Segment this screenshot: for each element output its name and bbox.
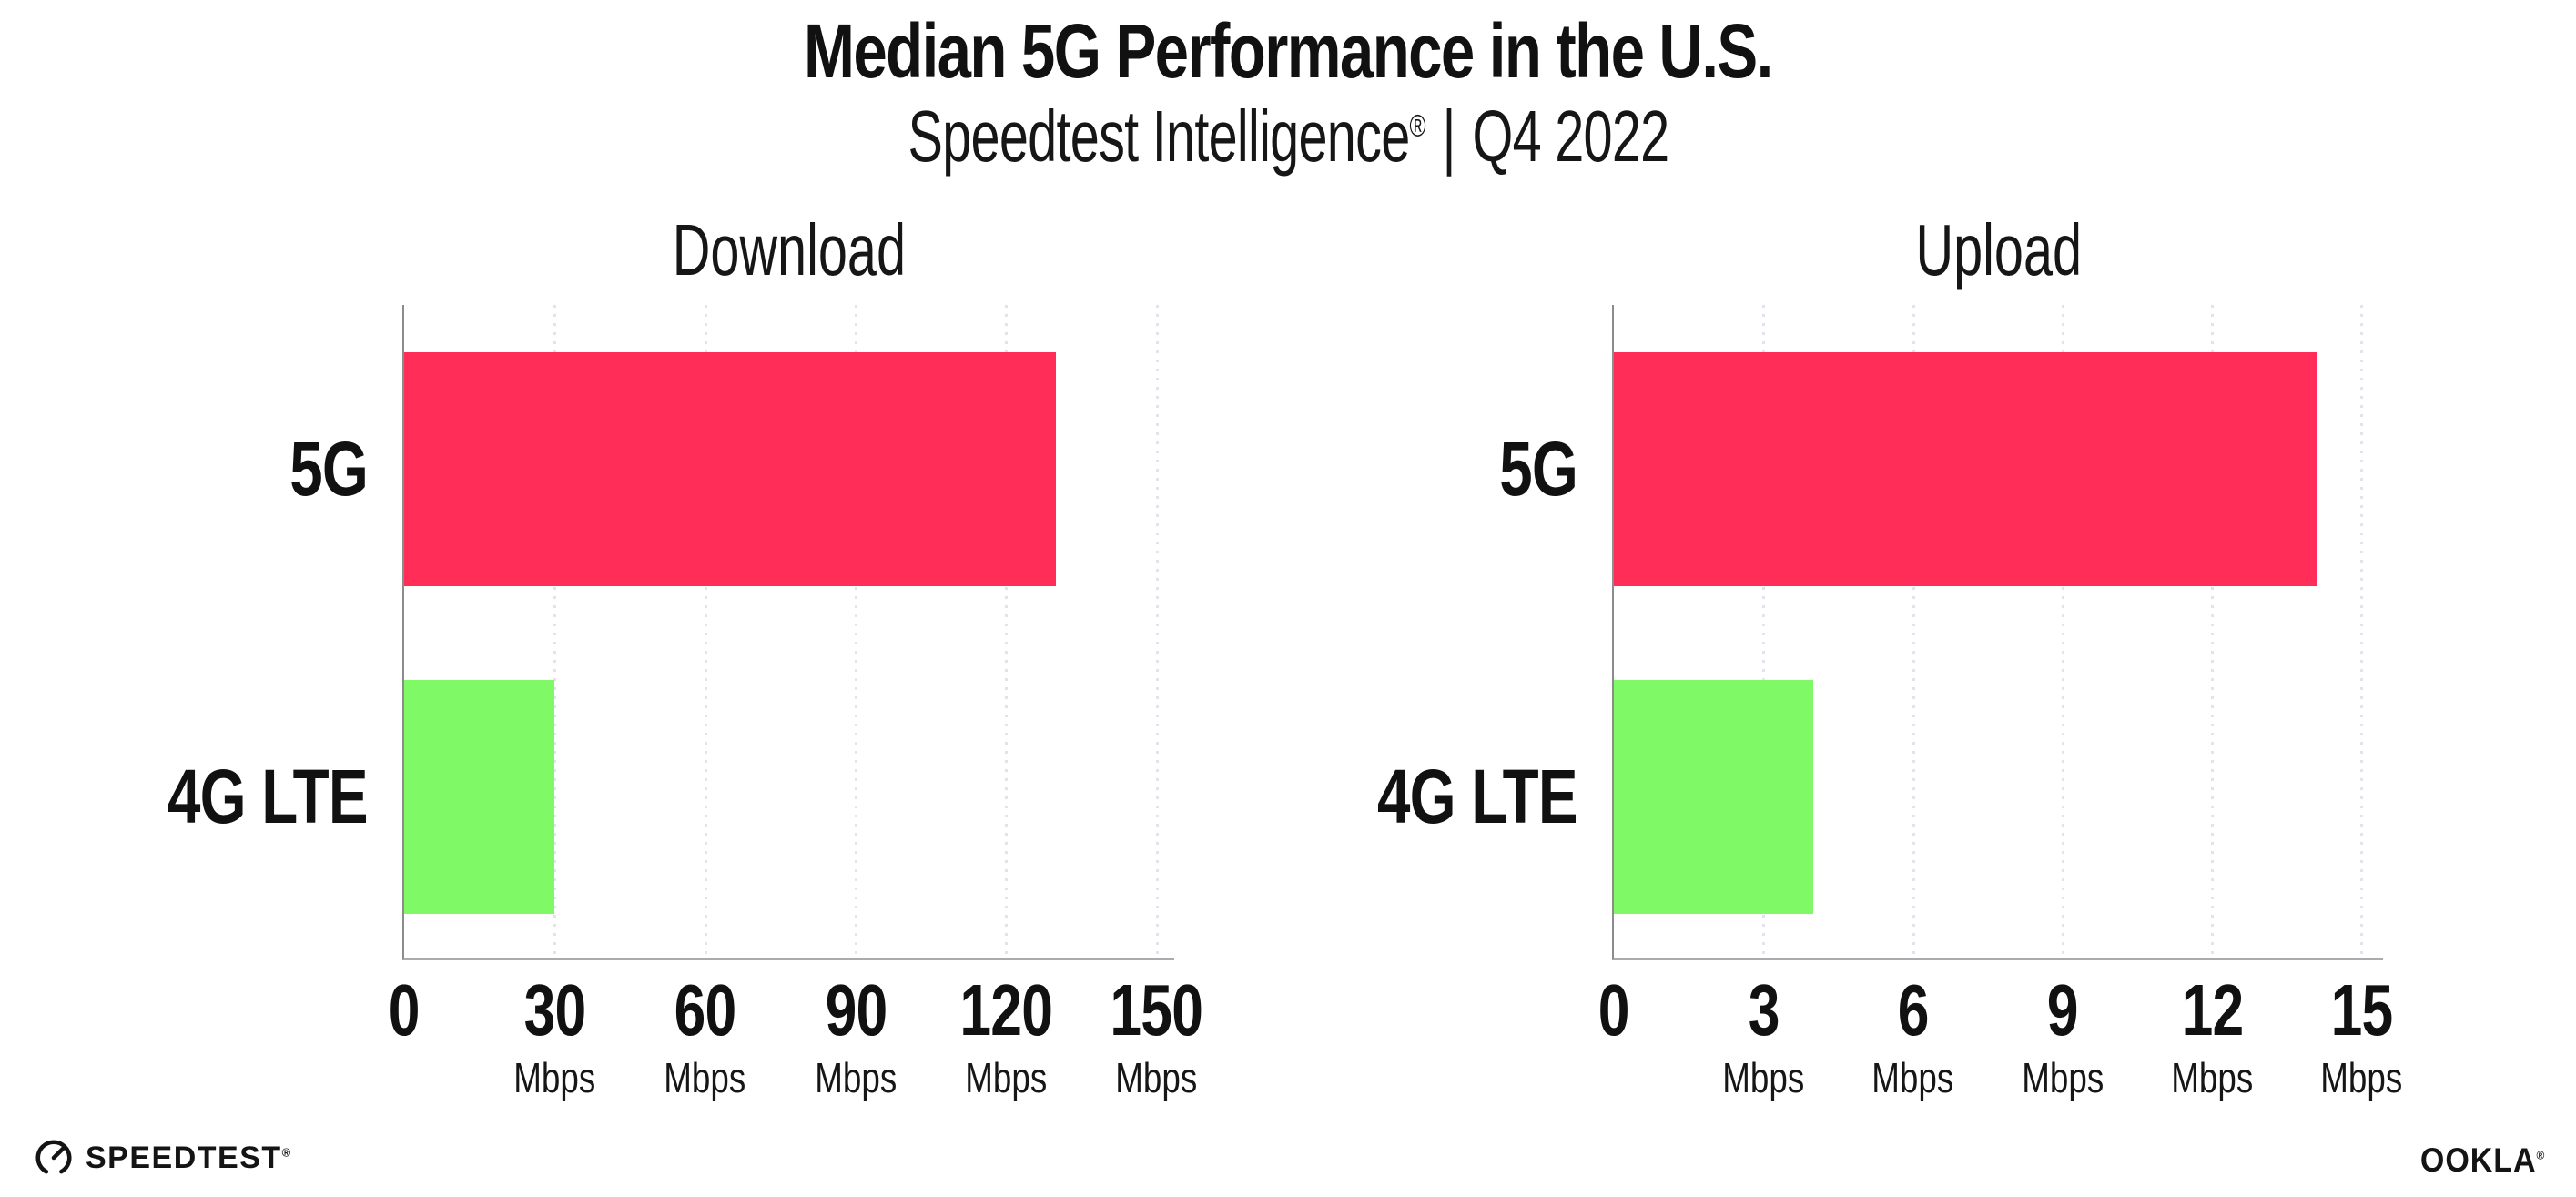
download-xtick-30: 30 Mbps bbox=[445, 969, 664, 1101]
upload-xtick-9: 9 Mbps bbox=[1953, 969, 2172, 1101]
registered-trademark-icon: ® bbox=[1409, 108, 1425, 144]
upload-chart-title: Upload bbox=[1915, 209, 2082, 290]
upload-xtick-value-12: 12 bbox=[2181, 969, 2244, 1050]
speedtest-logo: SPEEDTEST® bbox=[33, 1136, 290, 1180]
upload-xtick-0: 0 bbox=[1505, 972, 1723, 1049]
upload-xtick-value-9: 9 bbox=[2046, 969, 2079, 1050]
speedtest-gauge-icon bbox=[35, 1140, 72, 1176]
download-xtick-unit-90: Mbps bbox=[815, 1054, 898, 1101]
download-category-label-5g: 5G bbox=[289, 426, 369, 512]
download-category-label-4g-lte: 4G LTE bbox=[167, 754, 369, 839]
subtitle-period: Q4 2022 bbox=[1472, 96, 1669, 177]
download-xtick-value-90: 90 bbox=[825, 969, 887, 1050]
speedtest-wordmark: SPEEDTEST® bbox=[86, 1141, 291, 1175]
subtitle-brand: Speedtest Intelligence bbox=[908, 96, 1410, 177]
download-xtick-120: 120 Mbps bbox=[897, 969, 1115, 1101]
upload-xtick-value-3: 3 bbox=[1748, 969, 1780, 1050]
ookla-logo: OOKLA® bbox=[2409, 1143, 2545, 1177]
subtitle-separator: | bbox=[1442, 96, 1455, 177]
download-chart-plot-area: Download 5G 4G LTE 0 30 Mbps 60 Mbps 90 Mbps 120 M… bbox=[167, 214, 1203, 1101]
ookla-wordmark: OOKLA bbox=[2419, 1141, 2537, 1179]
download-gridline-60 bbox=[704, 305, 707, 958]
download-gridline-120 bbox=[1005, 305, 1009, 958]
download-xtick-90: 90 Mbps bbox=[746, 969, 965, 1101]
upload-bar-5g bbox=[1614, 352, 2317, 586]
download-bar-5g bbox=[404, 352, 1057, 586]
upload-gridline-3 bbox=[1762, 305, 1766, 958]
upload-xtick-unit-6: Mbps bbox=[1871, 1054, 1954, 1101]
upload-xtick-12: 12 Mbps bbox=[2103, 969, 2321, 1101]
download-bar-4g-lte bbox=[404, 680, 555, 914]
upload-xtick-3: 3 Mbps bbox=[1654, 969, 1872, 1101]
upload-bar-4g-lte bbox=[1614, 680, 1814, 914]
upload-gridline-15 bbox=[2360, 305, 2364, 958]
page-subtitle-text: Speedtest Intelligence® | Q4 2022 bbox=[908, 95, 1669, 178]
download-gridline-90 bbox=[855, 305, 858, 958]
upload-category-label-5g: 5G bbox=[1499, 426, 1578, 512]
download-gridline-30 bbox=[553, 305, 557, 958]
download-xtick-150: 150 Mbps bbox=[1048, 969, 1266, 1101]
download-xtick-unit-30: Mbps bbox=[513, 1054, 596, 1101]
download-xtick-unit-120: Mbps bbox=[965, 1054, 1048, 1101]
download-xtick-0: 0 bbox=[295, 972, 513, 1049]
download-gridline-150 bbox=[1155, 305, 1159, 958]
download-xtick-value-30: 30 bbox=[523, 969, 586, 1050]
upload-gridline-12 bbox=[2211, 305, 2215, 958]
upload-xtick-unit-15: Mbps bbox=[2320, 1054, 2403, 1101]
upload-xtick-value-15: 15 bbox=[2330, 969, 2394, 1050]
download-xtick-unit-150: Mbps bbox=[1115, 1054, 1198, 1101]
download-xtick-unit-60: Mbps bbox=[664, 1054, 746, 1101]
upload-xtick-unit-3: Mbps bbox=[1722, 1054, 1805, 1101]
download-chart-title: Download bbox=[672, 209, 907, 290]
download-xtick-60: 60 Mbps bbox=[596, 969, 815, 1101]
upload-xtick-15: 15 Mbps bbox=[2252, 969, 2470, 1101]
page-subtitle: Speedtest Intelligence® | Q4 2022 bbox=[0, 95, 2576, 178]
upload-xtick-value-6: 6 bbox=[1897, 969, 1930, 1050]
upload-xtick-value-0: 0 bbox=[1598, 969, 1630, 1050]
upload-chart-plot-area: Upload 5G 4G LTE 0 3 Mbps 6 Mbps 9 Mbps 12 Mbps 15 M… bbox=[1377, 214, 2402, 1101]
page-title-text: Median 5G Performance in the U.S. bbox=[804, 8, 1773, 94]
download-xtick-value-60: 60 bbox=[674, 969, 737, 1050]
ookla-registered-mark: ® bbox=[2536, 1148, 2545, 1162]
upload-xtick-unit-12: Mbps bbox=[2171, 1054, 2254, 1101]
download-xtick-value-150: 150 bbox=[1110, 969, 1204, 1050]
upload-gridline-6 bbox=[1912, 305, 1915, 958]
upload-gridline-9 bbox=[2061, 305, 2064, 958]
speedtest-registered-mark: ® bbox=[281, 1145, 291, 1160]
download-xtick-value-120: 120 bbox=[959, 969, 1053, 1050]
upload-category-label-4g-lte: 4G LTE bbox=[1377, 754, 1578, 839]
page-title: Median 5G Performance in the U.S. bbox=[0, 11, 2576, 91]
download-xtick-value-0: 0 bbox=[389, 969, 421, 1050]
upload-xtick-6: 6 Mbps bbox=[1804, 969, 2023, 1101]
upload-xtick-unit-9: Mbps bbox=[2021, 1054, 2104, 1101]
